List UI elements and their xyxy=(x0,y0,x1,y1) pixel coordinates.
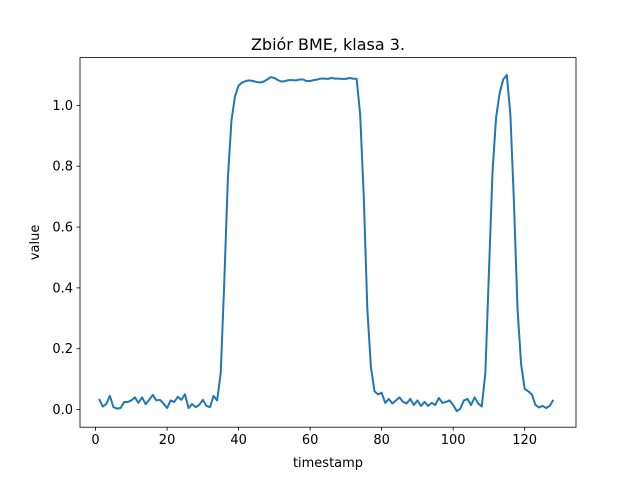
plot-frame xyxy=(79,57,577,428)
x-axis-label: timestamp xyxy=(293,456,363,471)
y-tick-label: 0.6 xyxy=(52,221,73,236)
y-tick-label: 0.0 xyxy=(52,403,73,418)
y-tick-label: 0.2 xyxy=(52,342,73,357)
y-axis-ticks: 0.0 0.2 0.4 0.6 0.8 1.0 xyxy=(52,99,80,418)
x-axis-ticks: 0 20 40 60 80 100 120 xyxy=(91,427,537,448)
series-line xyxy=(98,73,555,413)
plot-area xyxy=(98,73,555,413)
x-tick-label: 40 xyxy=(230,433,247,448)
y-tick-label: 1.0 xyxy=(52,99,73,114)
x-tick-label: 20 xyxy=(159,433,176,448)
y-tick-label: 0.4 xyxy=(52,281,73,296)
x-tick-label: 60 xyxy=(302,433,319,448)
x-tick-label: 0 xyxy=(91,433,99,448)
y-axis-label: value xyxy=(28,225,43,261)
x-tick-label: 80 xyxy=(373,433,390,448)
chart-title: Zbiór BME, klasa 3. xyxy=(251,35,405,54)
x-tick-label: 120 xyxy=(512,433,537,448)
y-tick-label: 0.8 xyxy=(52,160,73,175)
x-tick-label: 100 xyxy=(441,433,466,448)
